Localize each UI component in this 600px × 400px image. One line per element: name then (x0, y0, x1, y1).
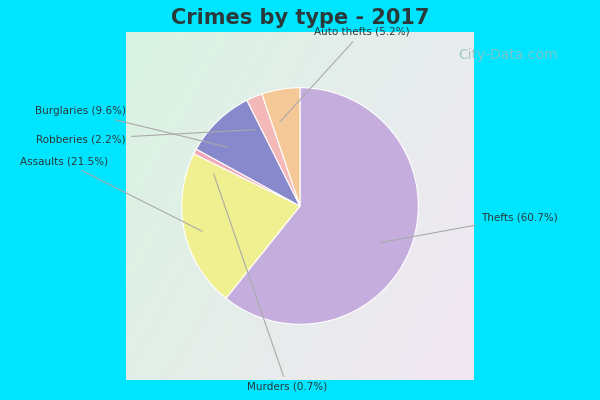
Wedge shape (182, 154, 300, 298)
Text: Murders (0.7%): Murders (0.7%) (214, 174, 328, 392)
Wedge shape (196, 100, 300, 206)
Text: Thefts (60.7%): Thefts (60.7%) (381, 212, 558, 242)
Text: Burglaries (9.6%): Burglaries (9.6%) (35, 106, 227, 147)
Text: City-Data.com: City-Data.com (458, 48, 558, 62)
Text: Auto thefts (5.2%): Auto thefts (5.2%) (280, 27, 410, 122)
Wedge shape (226, 88, 418, 324)
Text: Assaults (21.5%): Assaults (21.5%) (20, 156, 202, 231)
Wedge shape (247, 94, 300, 206)
Text: Robberies (2.2%): Robberies (2.2%) (37, 130, 256, 144)
Wedge shape (194, 149, 300, 206)
Text: Crimes by type - 2017: Crimes by type - 2017 (171, 8, 429, 28)
Wedge shape (262, 88, 300, 206)
